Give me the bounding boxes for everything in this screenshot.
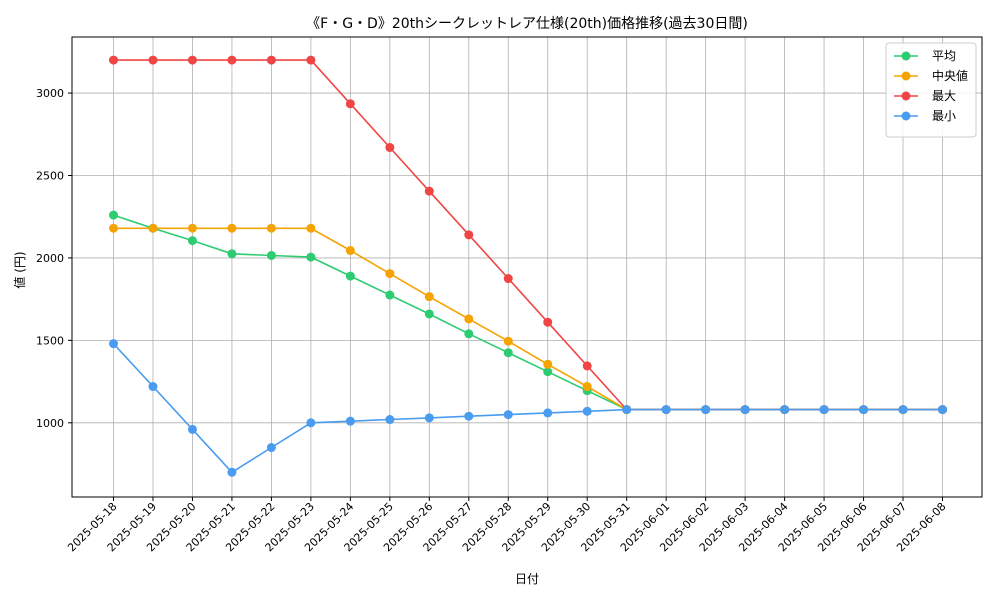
data-point xyxy=(227,467,237,477)
legend-marker xyxy=(901,111,911,121)
data-point xyxy=(859,405,869,415)
data-point xyxy=(266,55,276,65)
data-point xyxy=(109,339,118,349)
legend-marker xyxy=(901,91,911,101)
data-point xyxy=(424,292,434,302)
grid-layer xyxy=(72,37,982,497)
data-point xyxy=(543,359,553,369)
data-point xyxy=(187,236,197,246)
legend-marker xyxy=(901,71,911,81)
data-point xyxy=(543,367,553,377)
data-point xyxy=(780,405,790,415)
data-point xyxy=(938,405,947,415)
legend-item: 平均 xyxy=(894,49,956,63)
data-point xyxy=(385,269,395,279)
data-point xyxy=(345,246,355,256)
data-point xyxy=(819,405,829,415)
data-point xyxy=(385,415,395,425)
data-point xyxy=(464,314,474,324)
data-point xyxy=(109,210,118,220)
data-point xyxy=(227,249,237,259)
data-point xyxy=(503,348,513,358)
legend-label: 最大 xyxy=(932,89,956,103)
y-tick-label: 2000 xyxy=(36,252,64,265)
data-point xyxy=(464,329,474,339)
data-point xyxy=(148,382,158,392)
series-3 xyxy=(109,339,947,477)
y-tick-label: 1000 xyxy=(36,417,64,430)
x-axis-label: 日付 xyxy=(515,572,539,586)
data-point xyxy=(582,361,592,371)
y-tick-label: 3000 xyxy=(36,87,64,100)
data-point xyxy=(701,405,711,415)
data-point xyxy=(622,405,632,415)
series-layer xyxy=(109,55,947,477)
chart-title: 《F・G・D》20thシークレットレア仕様(20th)価格推移(過去30日間) xyxy=(306,16,748,32)
data-point xyxy=(898,405,908,415)
series-line xyxy=(112,343,943,474)
data-point xyxy=(345,99,355,109)
data-point xyxy=(424,309,434,319)
data-point xyxy=(582,406,592,416)
legend-label: 中央値 xyxy=(932,68,968,83)
data-point xyxy=(306,252,316,262)
data-point xyxy=(227,223,237,233)
data-point xyxy=(385,142,395,152)
data-point xyxy=(266,443,276,453)
data-point xyxy=(187,424,197,434)
data-point xyxy=(109,55,118,65)
y-axis-label: 値 (円) xyxy=(12,251,27,288)
data-point xyxy=(740,405,750,415)
y-tick-label: 2500 xyxy=(36,169,64,182)
data-point xyxy=(582,382,592,392)
data-point xyxy=(187,55,197,65)
legend-label: 平均 xyxy=(932,49,956,63)
data-point xyxy=(424,413,434,423)
data-point xyxy=(503,336,513,346)
data-point xyxy=(306,55,316,65)
data-point xyxy=(345,271,355,281)
data-point xyxy=(503,410,513,420)
plot-frame xyxy=(71,36,983,498)
data-point xyxy=(345,416,355,426)
data-point xyxy=(661,405,671,415)
legend-label: 最小 xyxy=(932,109,956,123)
data-point xyxy=(464,230,474,240)
data-point xyxy=(385,290,395,300)
data-point xyxy=(227,55,237,65)
data-point xyxy=(148,55,158,65)
legend-item: 最小 xyxy=(894,109,956,123)
legend-marker xyxy=(901,51,911,61)
legend-box xyxy=(885,42,977,138)
data-point xyxy=(266,250,276,260)
data-point xyxy=(148,223,158,233)
data-point xyxy=(543,317,553,327)
legend-item: 中央値 xyxy=(894,68,968,83)
data-point xyxy=(266,223,276,233)
data-point xyxy=(187,223,197,233)
data-point xyxy=(306,223,316,233)
data-point xyxy=(109,223,118,233)
data-point xyxy=(464,411,474,421)
y-tick-label: 1500 xyxy=(36,334,64,347)
data-point xyxy=(424,186,434,196)
data-point xyxy=(503,274,513,284)
data-point xyxy=(543,408,553,418)
data-point xyxy=(306,418,316,428)
legend-item: 最大 xyxy=(894,89,956,103)
